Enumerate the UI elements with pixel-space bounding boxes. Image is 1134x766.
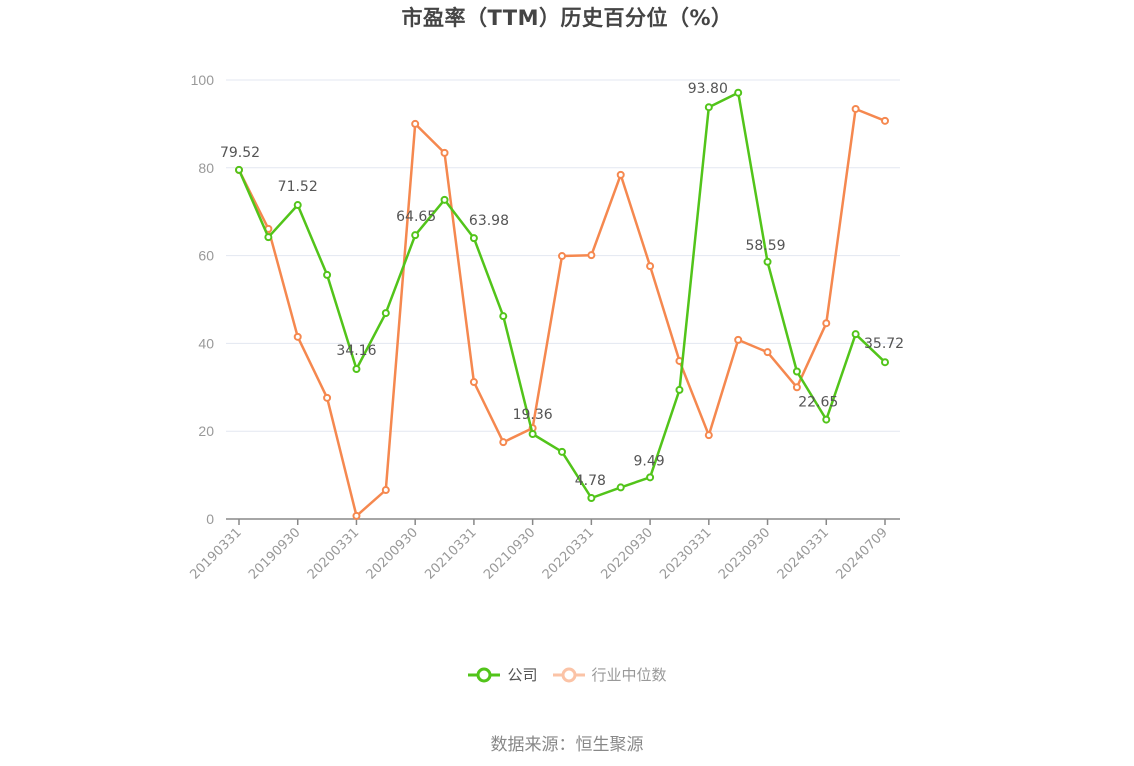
- legend-item-company[interactable]: 公司: [467, 664, 538, 685]
- industry-point[interactable]: [587, 251, 596, 260]
- industry-point[interactable]: [411, 119, 420, 128]
- industry-point[interactable]: [646, 262, 655, 271]
- company-point[interactable]: [851, 330, 860, 339]
- industry-point[interactable]: [558, 252, 566, 261]
- company-data-label: 63.98: [469, 213, 509, 229]
- company-point[interactable]: [264, 233, 273, 242]
- data-labels: 79.52 71.52 34.16 64.65 63.98 19.36 4.78 9.49 93…: [220, 81, 904, 489]
- company-data-label: 19.36: [513, 407, 553, 423]
- company-data-label: 34.16: [336, 343, 376, 359]
- x-tick-label: 20220331: [540, 525, 597, 582]
- industry-point[interactable]: [352, 511, 361, 520]
- x-tick-label: 20230331: [657, 525, 714, 582]
- industry-point[interactable]: [323, 393, 332, 402]
- industry-point[interactable]: [792, 383, 801, 392]
- legend-marker-company-icon: [468, 667, 501, 682]
- x-tick-label: 20190930: [246, 525, 303, 582]
- company-data-label: 4.78: [575, 473, 606, 489]
- industry-point[interactable]: [763, 348, 772, 357]
- company-point[interactable]: [587, 494, 596, 503]
- company-point[interactable]: [381, 309, 390, 318]
- company-point[interactable]: [881, 358, 889, 367]
- series-group: [235, 88, 889, 520]
- company-point[interactable]: [235, 165, 243, 174]
- legend: 公司 行业中位数: [0, 664, 1134, 685]
- industry-point[interactable]: [440, 148, 449, 157]
- x-tick-label: 20190331: [187, 525, 244, 582]
- company-data-label: 79.52: [220, 145, 260, 161]
- industry-point[interactable]: [499, 438, 508, 447]
- industry-point[interactable]: [881, 116, 889, 125]
- industry-point[interactable]: [469, 378, 478, 387]
- x-tick-label: 20200331: [305, 525, 362, 582]
- y-tick-label: 100: [191, 72, 215, 88]
- industry-point[interactable]: [822, 319, 831, 328]
- company-point[interactable]: [792, 367, 801, 376]
- company-point[interactable]: [616, 483, 625, 492]
- chart-title: 市盈率（TTM）历史百分位（%）: [401, 6, 733, 30]
- x-tick-label: 20210930: [481, 525, 538, 582]
- legend-label-industry: 行业中位数: [591, 666, 667, 684]
- legend-label-company: 公司: [507, 666, 538, 684]
- x-tick-label: 20220930: [599, 525, 656, 582]
- company-point[interactable]: [734, 88, 743, 97]
- company-data-label: 22.65: [798, 395, 838, 411]
- company-point[interactable]: [323, 270, 332, 279]
- industry-point[interactable]: [734, 335, 743, 344]
- y-tick-label: 60: [198, 248, 214, 264]
- industry-point[interactable]: [616, 170, 625, 179]
- x-tick-label: 20240331: [775, 525, 832, 582]
- industry-point[interactable]: [293, 332, 302, 341]
- company-data-label: 71.52: [278, 179, 318, 195]
- company-point[interactable]: [352, 365, 361, 374]
- data-source-note: 数据来源：恒生聚源: [490, 735, 644, 755]
- x-tick-label: 20210331: [422, 525, 479, 582]
- company-point[interactable]: [411, 231, 420, 240]
- company-point[interactable]: [440, 195, 449, 204]
- legend-marker-industry-icon: [552, 667, 585, 682]
- company-point[interactable]: [822, 415, 831, 424]
- company-point[interactable]: [558, 447, 566, 456]
- x-tick-label: 20230930: [716, 525, 773, 582]
- y-tick-label: 80: [198, 160, 214, 176]
- company-data-label: 9.49: [634, 453, 665, 469]
- company-point[interactable]: [704, 103, 713, 112]
- company-point[interactable]: [293, 201, 302, 210]
- company-point[interactable]: [763, 257, 772, 266]
- company-data-label: 93.80: [688, 81, 728, 97]
- company-point[interactable]: [528, 430, 537, 439]
- company-data-label: 64.65: [396, 209, 436, 225]
- x-tick-label: 20240709: [833, 525, 890, 582]
- y-tick-label: 0: [206, 511, 214, 527]
- company-point[interactable]: [469, 234, 478, 243]
- company-point[interactable]: [646, 473, 655, 482]
- company-data-label: 35.72: [864, 336, 904, 352]
- x-axis: 20190331 20190930 20200331 20200930 20210331…: [187, 518, 900, 583]
- company-point[interactable]: [675, 385, 684, 394]
- company-data-label: 58.59: [745, 238, 785, 254]
- industry-point[interactable]: [704, 431, 713, 440]
- y-axis: 0 20 40 60 80 100: [191, 72, 215, 527]
- y-tick-label: 20: [198, 423, 214, 439]
- y-tick-label: 40: [198, 335, 214, 351]
- x-tick-label: 20200930: [364, 525, 421, 582]
- industry-point[interactable]: [851, 104, 860, 113]
- legend-item-industry[interactable]: 行业中位数: [552, 664, 667, 685]
- industry-point[interactable]: [381, 486, 390, 495]
- company-point[interactable]: [499, 312, 508, 321]
